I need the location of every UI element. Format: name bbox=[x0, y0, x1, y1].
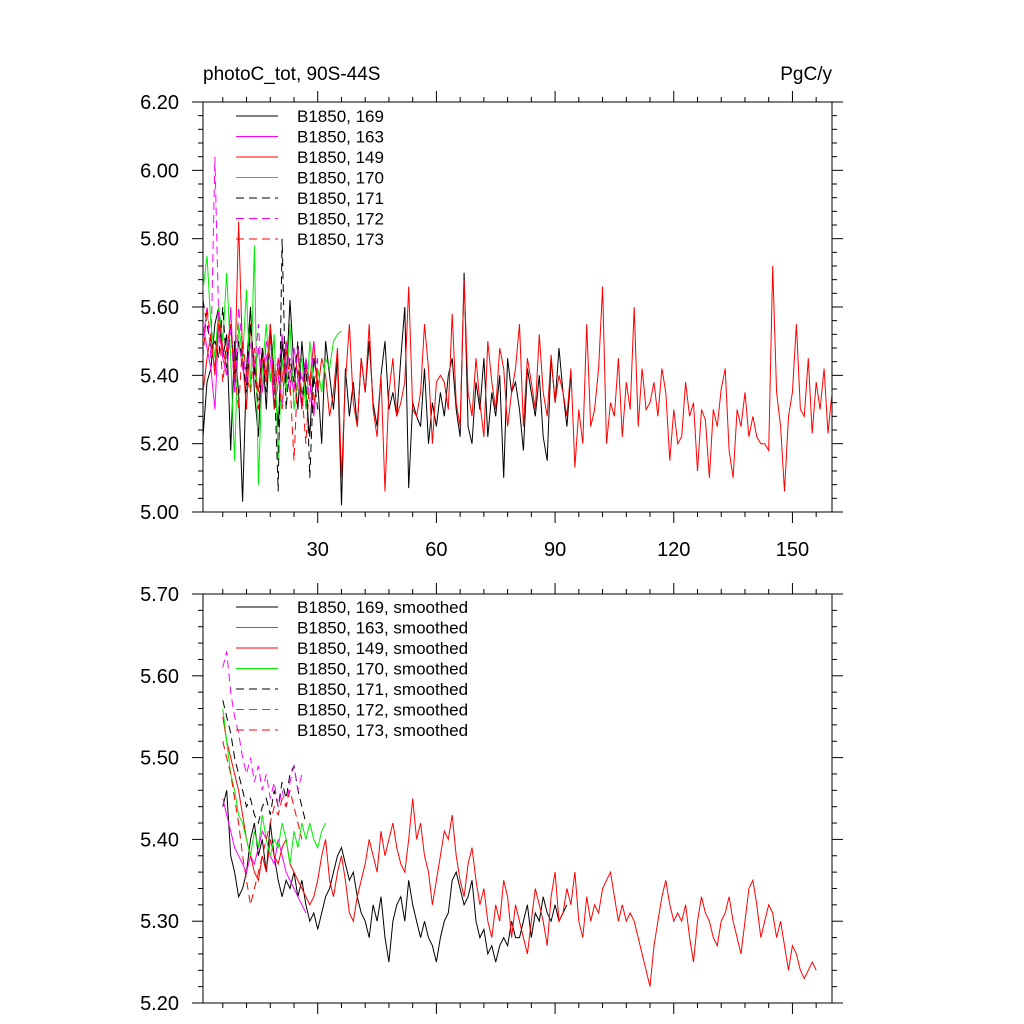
panel-title: photoC_tot, 90S-44S bbox=[203, 64, 380, 85]
y-tick-label: 5.80 bbox=[140, 229, 179, 251]
legend-label: B1850, 149, smoothed bbox=[297, 639, 468, 658]
legend-label: B1850, 173, smoothed bbox=[297, 721, 468, 740]
series-group bbox=[222, 651, 817, 987]
x-tick-label: 90 bbox=[544, 539, 566, 561]
x-tick-label: 120 bbox=[657, 539, 690, 561]
y-tick-label: 5.60 bbox=[140, 297, 179, 319]
y-tick-label: 6.00 bbox=[140, 160, 179, 182]
series-line-6 bbox=[222, 741, 303, 905]
series-line-2 bbox=[222, 716, 817, 987]
legend-label: B1850, 172 bbox=[297, 210, 384, 229]
series-line-4 bbox=[222, 700, 307, 825]
legend-label: B1850, 171 bbox=[297, 189, 384, 208]
units-label: PgC/y bbox=[780, 64, 832, 85]
series-line-1 bbox=[222, 798, 307, 914]
y-tick-label: 5.20 bbox=[140, 434, 179, 456]
y-tick-label: 5.20 bbox=[140, 993, 179, 1015]
series-line-5 bbox=[222, 651, 303, 807]
series-line-6 bbox=[203, 306, 319, 461]
legend-label: B1850, 169, smoothed bbox=[297, 598, 468, 617]
y-tick-label: 5.50 bbox=[140, 748, 179, 770]
legend-label: B1850, 169 bbox=[297, 107, 384, 126]
legend-label: B1850, 170 bbox=[297, 169, 384, 188]
bottom-panel-smoothed: 5.20 5.30 5.40 5.50 5.60 5.70 B1850, 169, smoo… bbox=[140, 583, 843, 1015]
y-tick-label: 5.60 bbox=[140, 666, 179, 688]
y-tick-label: 5.40 bbox=[140, 829, 179, 851]
legend-label: B1850, 163, smoothed bbox=[297, 619, 468, 638]
x-tick-label: 60 bbox=[425, 539, 447, 561]
top-panel-photoC-tot: photoC_tot, 90S-44S PgC/y 30 60 90 120 150 5.… bbox=[140, 64, 843, 561]
legend-label: B1850, 163 bbox=[297, 128, 384, 147]
series-group bbox=[203, 156, 832, 506]
y-tick-label: 5.40 bbox=[140, 365, 179, 387]
series-line-5 bbox=[203, 156, 319, 410]
legend-label: B1850, 149 bbox=[297, 148, 384, 167]
series-line-0 bbox=[222, 790, 568, 963]
series-line-0 bbox=[203, 272, 572, 506]
plot-frame bbox=[202, 593, 833, 1004]
y-tick-label: 5.30 bbox=[140, 911, 179, 933]
legend-label: B1850, 172, smoothed bbox=[297, 701, 468, 720]
legend-label: B1850, 173 bbox=[297, 230, 384, 249]
y-tick-label: 6.20 bbox=[140, 92, 179, 114]
legend-label: B1850, 170, smoothed bbox=[297, 660, 468, 679]
x-tick-label: 150 bbox=[776, 539, 809, 561]
series-line-3 bbox=[222, 708, 327, 864]
legend-label: B1850, 171, smoothed bbox=[297, 680, 468, 699]
x-tick-label: 30 bbox=[307, 539, 329, 561]
y-tick-label: 5.00 bbox=[140, 502, 179, 524]
y-tick-label: 5.70 bbox=[140, 584, 179, 606]
series-line-2 bbox=[203, 221, 832, 492]
